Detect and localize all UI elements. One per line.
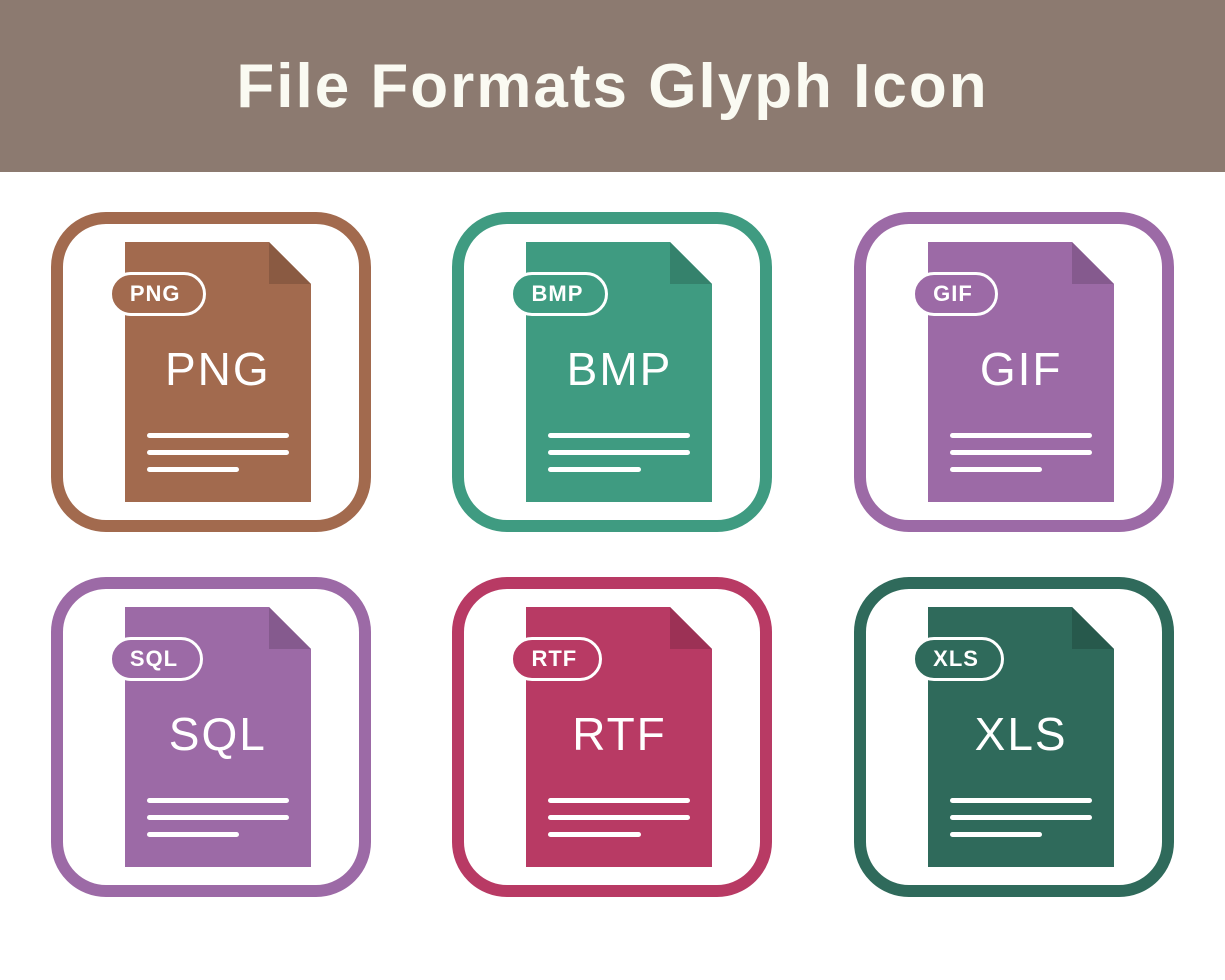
file-badge: SQL: [109, 637, 203, 681]
header-bar: File Formats Glyph Icon: [0, 0, 1225, 172]
file-lines: [147, 798, 289, 837]
file-line: [950, 815, 1092, 820]
file-rtf-icon: RTF RTF: [512, 607, 712, 867]
file-line: [147, 450, 289, 455]
file-lines: [950, 798, 1092, 837]
file-lines: [950, 433, 1092, 472]
file-bmp-icon: BMP BMP: [512, 242, 712, 502]
file-line: [950, 798, 1092, 803]
file-line: [950, 450, 1092, 455]
file-xls-icon: XLS XLS: [914, 607, 1114, 867]
file-main-label: PNG: [125, 342, 311, 396]
file-sql-icon: SQL SQL: [111, 607, 311, 867]
badge-label: GIF: [933, 281, 973, 307]
file-line: [147, 815, 289, 820]
file-lines: [548, 433, 690, 472]
file-gif-icon: GIF GIF: [914, 242, 1114, 502]
file-main-label: BMP: [526, 342, 712, 396]
file-line: [548, 467, 640, 472]
file-line: [548, 450, 690, 455]
file-main-label: XLS: [928, 707, 1114, 761]
header-title: File Formats Glyph Icon: [236, 51, 988, 122]
file-line: [548, 798, 690, 803]
tile-sql: SQL SQL: [51, 577, 371, 897]
file-line: [548, 832, 640, 837]
file-line: [147, 798, 289, 803]
file-line: [548, 815, 690, 820]
badge-label: BMP: [531, 281, 583, 307]
file-badge: RTF: [510, 637, 602, 681]
icon-grid: PNG PNG BMP BMP: [0, 172, 1225, 897]
file-badge: BMP: [510, 272, 608, 316]
file-line: [950, 467, 1042, 472]
file-badge: GIF: [912, 272, 998, 316]
file-main-label: GIF: [928, 342, 1114, 396]
badge-label: RTF: [531, 646, 577, 672]
file-main-label: RTF: [526, 707, 712, 761]
file-lines: [548, 798, 690, 837]
tile-rtf: RTF RTF: [452, 577, 772, 897]
file-line: [950, 433, 1092, 438]
tile-gif: GIF GIF: [854, 212, 1174, 532]
tile-xls: XLS XLS: [854, 577, 1174, 897]
file-png-icon: PNG PNG: [111, 242, 311, 502]
badge-label: PNG: [130, 281, 181, 307]
file-line: [548, 433, 690, 438]
tile-png: PNG PNG: [51, 212, 371, 532]
badge-label: SQL: [130, 646, 178, 672]
file-line: [147, 433, 289, 438]
file-line: [147, 832, 239, 837]
badge-label: XLS: [933, 646, 979, 672]
file-line: [147, 467, 239, 472]
file-main-label: SQL: [125, 707, 311, 761]
tile-bmp: BMP BMP: [452, 212, 772, 532]
file-badge: PNG: [109, 272, 206, 316]
file-lines: [147, 433, 289, 472]
file-badge: XLS: [912, 637, 1004, 681]
file-line: [950, 832, 1042, 837]
